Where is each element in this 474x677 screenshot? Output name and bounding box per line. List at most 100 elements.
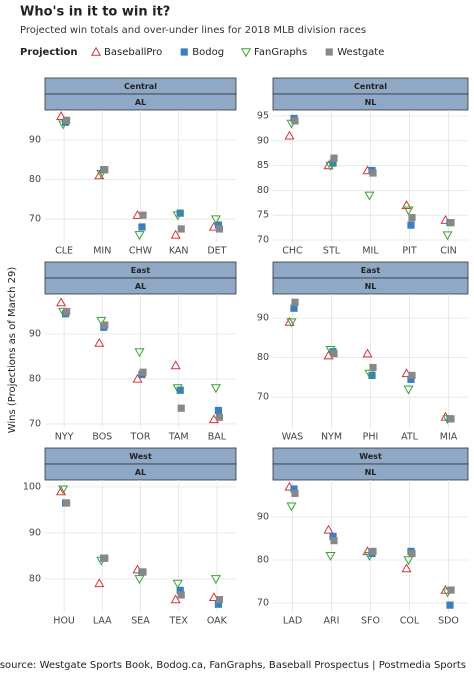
strip-label: Central [124, 82, 157, 91]
strip-label: West [359, 452, 382, 461]
y-tick-label: 85 [257, 160, 269, 171]
point [56, 297, 67, 307]
x-tick-label: PHI [363, 432, 379, 443]
point [139, 368, 147, 376]
point [284, 316, 295, 326]
point [177, 225, 185, 233]
point [286, 502, 297, 512]
point [101, 321, 109, 329]
point [407, 375, 415, 383]
x-tick-label: CLE [55, 246, 73, 257]
x-tick-label: OAK [207, 616, 228, 627]
point [176, 386, 184, 394]
point [407, 221, 415, 229]
point [172, 384, 183, 394]
legend-marker [240, 48, 252, 58]
point [215, 225, 223, 233]
strip-label: AL [135, 468, 146, 477]
x-tick-label: NYY [55, 432, 74, 443]
y-tick-label: 80 [257, 554, 269, 565]
strip-label: NL [365, 282, 377, 291]
point [63, 116, 71, 124]
point [138, 223, 146, 231]
legend-label: BaseballPro [104, 47, 162, 58]
y-tick-label: 90 [257, 135, 269, 146]
point [325, 551, 336, 561]
y-tick-label: 90 [257, 313, 269, 324]
y-tick-label: 100 [23, 481, 41, 492]
point [330, 537, 338, 545]
x-tick-label: CHW [129, 246, 153, 257]
point [214, 600, 222, 608]
legend-title: Projection [20, 47, 77, 58]
point [134, 348, 145, 358]
point [63, 307, 71, 316]
point [94, 170, 105, 180]
point [408, 549, 416, 558]
legend-label: FanGraphs [254, 47, 307, 58]
x-tick-label: BOS [92, 432, 112, 443]
x-tick-label: MIL [362, 246, 379, 257]
y-tick-label: 70 [257, 235, 269, 246]
point [176, 209, 184, 217]
y-tick-label: 70 [29, 418, 41, 429]
point [447, 415, 455, 423]
point [101, 166, 109, 174]
y-tick-label: 95 [257, 110, 269, 121]
point [291, 117, 299, 125]
point [214, 221, 222, 229]
y-tick-label: 80 [29, 373, 41, 384]
point [330, 350, 338, 358]
point [329, 159, 337, 167]
legend-marker [325, 48, 333, 56]
point [176, 586, 184, 594]
point [447, 219, 455, 227]
point [290, 304, 298, 312]
y-axis-label: Wins (Projections as of March 29) [7, 267, 18, 434]
strip-label: NL [365, 98, 377, 107]
strip-label: East [361, 266, 381, 275]
x-tick-label: KAN [169, 246, 189, 257]
x-tick-label: COL [400, 616, 420, 627]
point [290, 485, 298, 493]
point [139, 568, 147, 576]
y-tick-label: 90 [29, 135, 41, 146]
x-tick-label: TAM [168, 432, 189, 443]
point [401, 563, 412, 573]
point [139, 211, 147, 219]
point [401, 200, 412, 209]
strip-label: NL [365, 468, 377, 477]
x-tick-label: NYM [321, 432, 342, 443]
x-tick-label: LAD [283, 616, 302, 627]
point [132, 373, 143, 383]
x-tick-label: PIT [402, 246, 417, 257]
point [56, 111, 67, 121]
point [56, 486, 67, 496]
point [94, 578, 105, 588]
chart-subtitle: Projected win totals and over-under line… [20, 25, 366, 36]
point [329, 532, 337, 540]
y-tick-label: 90 [257, 511, 269, 522]
point [362, 348, 373, 358]
point [170, 229, 181, 239]
point [369, 547, 377, 555]
legend-marker [180, 48, 188, 56]
point [408, 371, 416, 380]
point [134, 231, 145, 241]
x-tick-label: SDO [438, 616, 459, 627]
point [215, 413, 223, 421]
point [286, 318, 297, 328]
strip-label: West [129, 452, 152, 461]
point [403, 556, 414, 566]
point [284, 130, 295, 140]
x-tick-label: TEX [169, 616, 189, 627]
y-tick-label: 75 [257, 210, 269, 221]
strip-label: AL [135, 282, 146, 291]
x-tick-label: HOU [53, 616, 75, 627]
point [63, 499, 71, 507]
point [210, 384, 221, 394]
x-tick-label: CHC [282, 246, 303, 257]
point [177, 404, 185, 412]
x-tick-label: MIA [440, 432, 458, 443]
